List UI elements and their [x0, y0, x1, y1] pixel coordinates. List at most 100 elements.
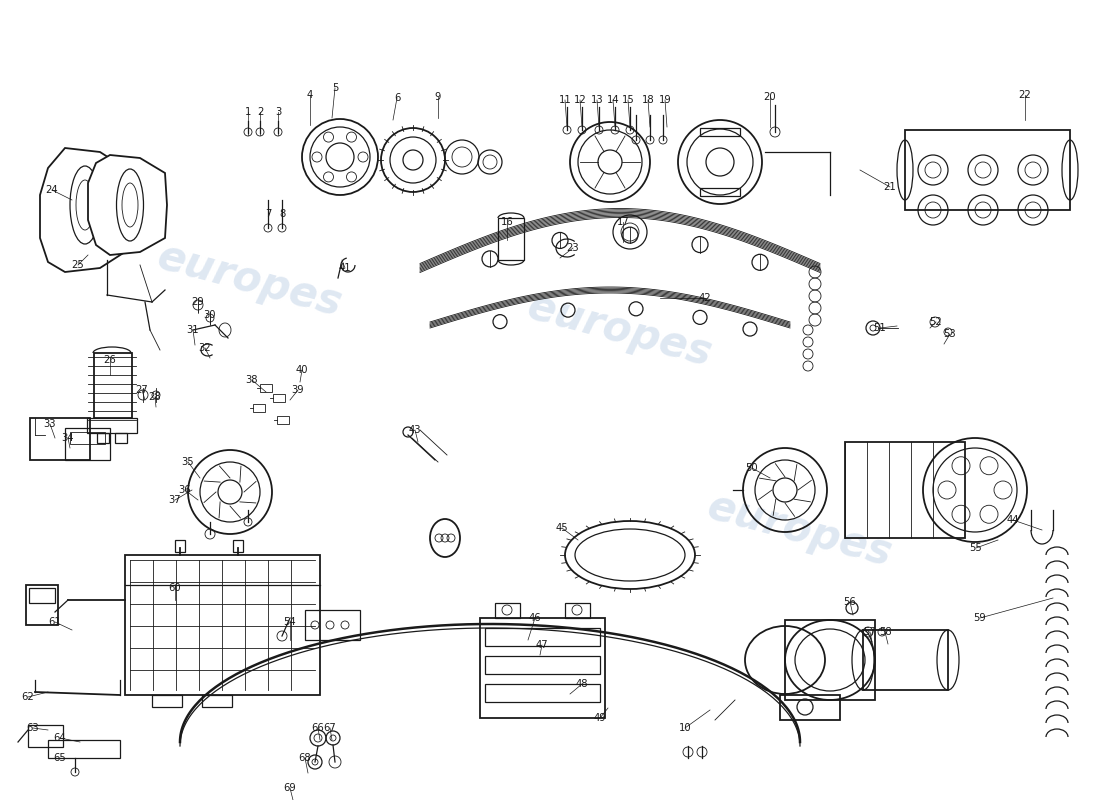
Text: 11: 11 [559, 95, 571, 105]
Text: 15: 15 [621, 95, 635, 105]
Text: 5: 5 [332, 83, 338, 93]
Text: 14: 14 [607, 95, 619, 105]
Text: 23: 23 [566, 243, 580, 253]
Text: 39: 39 [292, 385, 305, 395]
Text: 47: 47 [536, 640, 548, 650]
Text: 6: 6 [394, 93, 400, 103]
Text: 37: 37 [168, 495, 182, 505]
Text: 50: 50 [746, 463, 758, 473]
Bar [485, 628, 600, 646]
Text: 7: 7 [265, 209, 272, 219]
Bar [498, 218, 524, 260]
Bar [116, 433, 127, 443]
Text: 28: 28 [148, 392, 162, 402]
Bar [700, 188, 740, 196]
Bar [780, 695, 840, 720]
Text: 25: 25 [72, 260, 85, 270]
Text: 26: 26 [103, 355, 117, 365]
Text: 61: 61 [48, 617, 62, 627]
Bar [202, 695, 232, 707]
Bar [87, 418, 138, 433]
Text: 54: 54 [284, 617, 296, 627]
Bar [97, 433, 109, 443]
Bar [175, 540, 185, 552]
Bar [26, 585, 58, 625]
Text: 38: 38 [245, 375, 258, 385]
Text: 64: 64 [54, 733, 66, 743]
Text: 63: 63 [26, 723, 40, 733]
Text: 30: 30 [204, 310, 217, 320]
Text: 20: 20 [763, 92, 777, 102]
Bar [273, 394, 285, 402]
Text: 42: 42 [698, 293, 712, 303]
Text: 1: 1 [245, 107, 251, 117]
Text: 36: 36 [178, 485, 191, 495]
Text: 19: 19 [659, 95, 671, 105]
Text: 18: 18 [641, 95, 654, 105]
Text: 40: 40 [296, 365, 308, 375]
Text: 68: 68 [299, 753, 311, 763]
Bar [305, 610, 360, 640]
Text: 69: 69 [284, 783, 296, 793]
Text: 4: 4 [307, 90, 314, 100]
Text: 51: 51 [873, 323, 887, 333]
Text: 31: 31 [187, 325, 199, 335]
Bar [485, 656, 600, 674]
Bar [233, 540, 243, 552]
Bar [565, 603, 590, 618]
Text: 45: 45 [556, 523, 569, 533]
Bar [905, 130, 1070, 210]
Text: europes: europes [703, 485, 898, 575]
Bar [485, 684, 600, 702]
Bar [29, 588, 55, 603]
Text: 3: 3 [275, 107, 282, 117]
Bar [845, 442, 965, 538]
Text: 24: 24 [46, 185, 58, 195]
Bar [785, 620, 874, 700]
Text: 41: 41 [339, 263, 351, 273]
Text: 21: 21 [883, 182, 896, 192]
Text: 55: 55 [969, 543, 982, 553]
Polygon shape [88, 155, 167, 255]
Text: 48: 48 [575, 679, 589, 689]
Bar [152, 695, 182, 707]
Polygon shape [40, 148, 130, 272]
Text: 59: 59 [974, 613, 987, 623]
Bar [28, 725, 63, 747]
Text: 9: 9 [434, 92, 441, 102]
Text: 34: 34 [62, 433, 75, 443]
Text: 53: 53 [944, 329, 956, 339]
Bar [700, 128, 740, 136]
Text: 29: 29 [191, 297, 205, 307]
Text: europes: europes [153, 235, 348, 325]
Bar [70, 432, 104, 444]
Bar [48, 740, 120, 758]
Text: 10: 10 [679, 723, 691, 733]
Text: 13: 13 [591, 95, 603, 105]
Text: 60: 60 [168, 583, 182, 593]
Bar [125, 555, 320, 695]
Text: 16: 16 [500, 217, 514, 227]
Text: 35: 35 [182, 457, 195, 467]
Text: 52: 52 [930, 317, 943, 327]
Text: europes: europes [522, 285, 717, 375]
Text: 8: 8 [279, 209, 285, 219]
Text: 17: 17 [617, 217, 629, 227]
Text: 32: 32 [199, 343, 211, 353]
Bar [253, 404, 265, 412]
Text: 33: 33 [44, 419, 56, 429]
Text: 66: 66 [311, 723, 324, 733]
Bar [864, 630, 948, 690]
Text: 46: 46 [529, 613, 541, 623]
Bar [260, 384, 272, 392]
Text: 22: 22 [1019, 90, 1032, 100]
Bar [495, 603, 520, 618]
Bar [65, 428, 110, 460]
Text: 56: 56 [844, 597, 857, 607]
Bar [277, 416, 289, 424]
Bar [94, 353, 132, 418]
Text: 67: 67 [323, 723, 337, 733]
Text: 27: 27 [135, 385, 149, 395]
Text: 58: 58 [879, 627, 891, 637]
Text: 43: 43 [409, 425, 421, 435]
